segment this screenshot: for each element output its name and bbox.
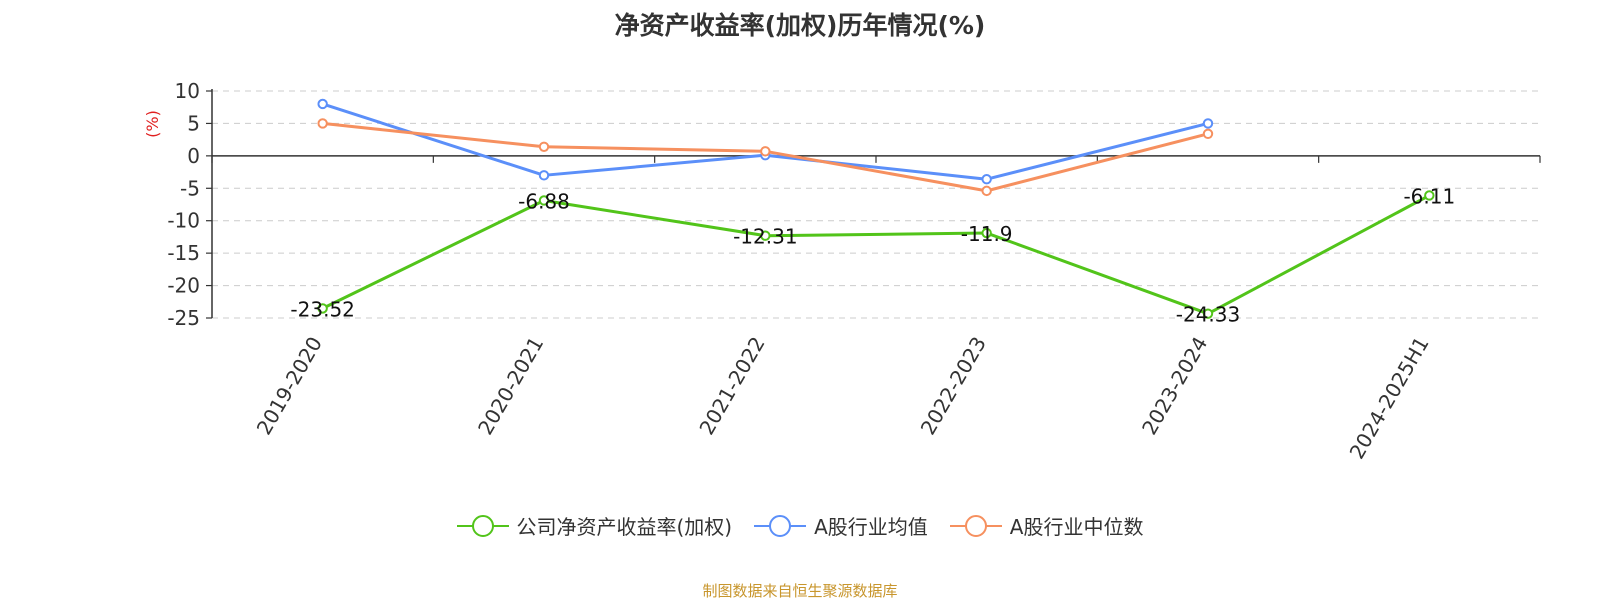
data-point xyxy=(760,230,771,241)
legend: 公司净资产收益率(加权) A股行业均值 A股行业中位数 xyxy=(0,511,1600,540)
data-point xyxy=(760,146,771,157)
data-labels: -23.52 -6.88 -12.31 -11.9 -24.33 -6.11 xyxy=(290,184,1455,326)
source-note: 制图数据来自恒生聚源数据库 xyxy=(702,582,898,600)
data-point xyxy=(1424,190,1435,201)
data-label: -23.52 xyxy=(290,297,354,321)
tick-labels: 10 5 0 -5 -10 -15 -20 -25 2019-2020 2020-2021 2021… xyxy=(167,79,1433,463)
data-label: -24.33 xyxy=(1176,303,1240,327)
legend-swatch xyxy=(456,513,509,539)
data-point xyxy=(1202,128,1214,140)
data-point xyxy=(981,174,992,185)
data-label: -6.11 xyxy=(1403,184,1455,208)
y-tick-label: 0 xyxy=(187,144,200,168)
legend-item: A股行业均值 xyxy=(754,511,928,540)
series-line xyxy=(322,194,1431,316)
data-point xyxy=(317,118,328,129)
data-point xyxy=(1202,308,1214,319)
y-axis-label: (%) xyxy=(143,110,162,138)
x-tick-label: 2020-2021 xyxy=(473,333,548,439)
y-tick-label: -20 xyxy=(167,274,200,298)
data-point xyxy=(538,195,550,206)
axes xyxy=(206,89,1541,319)
legend-swatch xyxy=(754,513,807,539)
data-point xyxy=(538,141,550,152)
data-point xyxy=(981,227,992,239)
y-tick-label: 10 xyxy=(175,79,200,103)
legend-item: A股行业中位数 xyxy=(949,511,1144,540)
legend-label: 公司净资产收益率(加权) xyxy=(516,515,733,539)
y-tick-label: -25 xyxy=(167,306,200,330)
data-label: -12.31 xyxy=(733,225,797,249)
x-tick-label: 2023-2024 xyxy=(1137,333,1212,439)
x-tick-label: 2019-2020 xyxy=(252,333,327,439)
legend-swatch xyxy=(949,513,1002,539)
data-label: -11.9 xyxy=(961,222,1013,246)
legend-label: A股行业中位数 xyxy=(1009,515,1144,539)
x-tick-label: 2024-2025H1 xyxy=(1344,333,1433,463)
x-tick-label: 2022-2023 xyxy=(916,333,991,439)
y-tick-label: -5 xyxy=(180,176,200,200)
data-point xyxy=(317,98,328,110)
legend-label: A股行业均值 xyxy=(814,515,928,539)
grid-lines xyxy=(212,90,1540,319)
data-point xyxy=(981,185,992,197)
y-tick-label: 5 xyxy=(187,111,200,135)
x-tick-label: 2021-2022 xyxy=(694,333,769,439)
y-tick-label: -10 xyxy=(167,209,200,233)
legend-item: 公司净资产收益率(加权) xyxy=(456,511,733,540)
data-point xyxy=(538,170,550,181)
data-label: -6.88 xyxy=(518,189,570,213)
data-point xyxy=(1202,118,1214,129)
chart-title: 净资产收益率(加权)历年情况(%) xyxy=(614,11,986,40)
data-point xyxy=(317,303,328,314)
series-lines xyxy=(317,98,1435,319)
y-tick-label: -15 xyxy=(167,241,200,265)
